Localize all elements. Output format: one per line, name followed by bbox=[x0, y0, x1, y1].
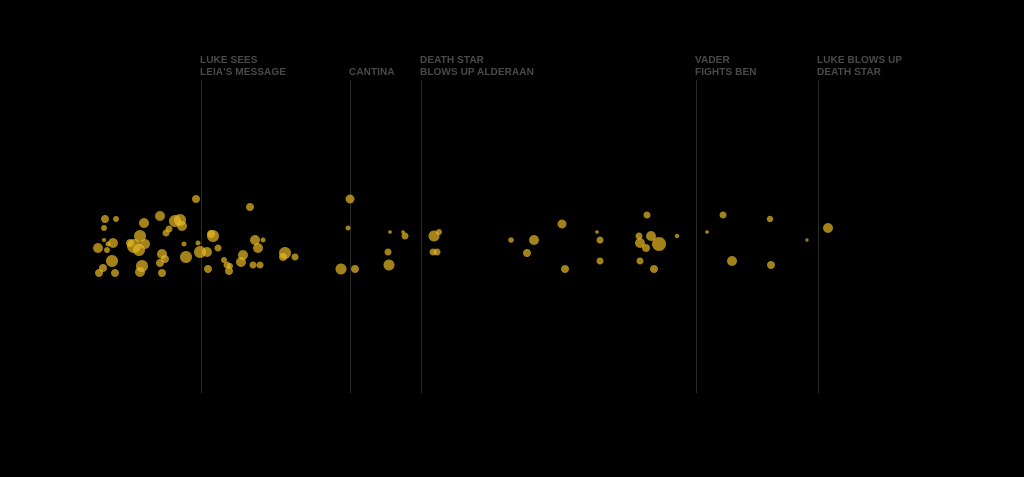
annotation-label-line: VADER bbox=[695, 55, 730, 66]
data-point-bubble[interactable] bbox=[113, 216, 119, 222]
data-point-bubble[interactable] bbox=[133, 244, 145, 256]
annotation-label-line: DEATH STAR bbox=[420, 55, 484, 66]
data-point-bubble[interactable] bbox=[727, 256, 737, 266]
data-point-bubble[interactable] bbox=[345, 225, 351, 231]
data-point-bubble[interactable] bbox=[102, 238, 106, 242]
annotation-label-line: LUKE SEES bbox=[200, 55, 258, 66]
data-point-bubble[interactable] bbox=[291, 253, 299, 261]
data-point-bubble[interactable] bbox=[202, 247, 212, 257]
data-point-bubble[interactable] bbox=[636, 257, 644, 265]
data-point-bubble[interactable] bbox=[719, 211, 727, 219]
annotation-label-line: BLOWS UP ALDERAAN bbox=[420, 67, 534, 78]
data-point-bubble[interactable] bbox=[162, 229, 170, 237]
data-point-bubble[interactable] bbox=[557, 219, 567, 229]
data-point-bubble[interactable] bbox=[111, 269, 119, 277]
data-point-bubble[interactable] bbox=[156, 259, 164, 267]
data-point-bubble[interactable] bbox=[106, 255, 118, 267]
data-point-bubble[interactable] bbox=[139, 218, 149, 228]
annotation-label: CANTINA bbox=[349, 55, 395, 79]
data-point-bubble[interactable] bbox=[529, 235, 539, 245]
data-point-bubble[interactable] bbox=[177, 221, 187, 231]
data-point-bubble[interactable] bbox=[767, 261, 775, 269]
data-point-bubble[interactable] bbox=[101, 225, 107, 231]
data-point-bubble[interactable] bbox=[596, 236, 604, 244]
annotation-label-line bbox=[349, 55, 395, 67]
data-point-bubble[interactable] bbox=[596, 257, 604, 265]
data-point-bubble[interactable] bbox=[207, 230, 215, 238]
data-point-bubble[interactable] bbox=[351, 265, 359, 273]
data-point-bubble[interactable] bbox=[180, 251, 192, 263]
data-point-bubble[interactable] bbox=[646, 231, 656, 241]
data-point-bubble[interactable] bbox=[674, 233, 680, 239]
data-point-bubble[interactable] bbox=[104, 247, 110, 253]
data-point-bubble[interactable] bbox=[823, 223, 833, 233]
data-point-bubble[interactable] bbox=[279, 253, 287, 261]
data-point-bubble[interactable] bbox=[93, 243, 103, 253]
data-point-bubble[interactable] bbox=[561, 265, 569, 273]
data-point-bubble[interactable] bbox=[766, 215, 774, 223]
data-point-bubble[interactable] bbox=[95, 269, 103, 277]
annotation-label-line: FIGHTS BEN bbox=[695, 67, 757, 78]
data-point-bubble[interactable] bbox=[383, 259, 395, 271]
annotation-label-line: LUKE BLOWS UP bbox=[817, 55, 903, 66]
annotation-label-line: LEIA'S MESSAGE bbox=[200, 67, 287, 78]
data-point-bubble[interactable] bbox=[192, 195, 200, 203]
annotation-label: LUKE SEES LEIA'S MESSAGE bbox=[200, 55, 286, 79]
data-point-bubble[interactable] bbox=[158, 269, 166, 277]
data-point-bubble[interactable] bbox=[436, 229, 442, 235]
data-point-bubble[interactable] bbox=[256, 261, 264, 269]
data-point-bubble[interactable] bbox=[249, 261, 257, 269]
annotation-label: VADER FIGHTS BEN bbox=[695, 55, 757, 79]
annotation-label-line: DEATH STAR bbox=[817, 67, 881, 78]
data-point-bubble[interactable] bbox=[108, 238, 118, 248]
data-point-bubble[interactable] bbox=[253, 243, 263, 253]
data-point-bubble[interactable] bbox=[595, 230, 599, 234]
data-point-bubble[interactable] bbox=[250, 235, 260, 245]
data-point-bubble[interactable] bbox=[643, 211, 651, 219]
data-point-bubble[interactable] bbox=[388, 230, 392, 234]
data-point-bubble[interactable] bbox=[101, 215, 109, 223]
annotation-label: LUKE BLOWS UP DEATH STAR bbox=[817, 55, 902, 79]
data-point-bubble[interactable] bbox=[135, 267, 145, 277]
data-point-bubble[interactable] bbox=[642, 244, 650, 252]
data-point-bubble[interactable] bbox=[508, 237, 514, 243]
data-point-bubble[interactable] bbox=[635, 238, 645, 248]
data-points bbox=[93, 194, 833, 277]
data-point-bubble[interactable] bbox=[227, 263, 233, 269]
data-point-bubble[interactable] bbox=[384, 248, 392, 256]
data-point-bubble[interactable] bbox=[805, 238, 809, 242]
data-point-bubble[interactable] bbox=[650, 265, 658, 273]
annotation-lines bbox=[201, 80, 819, 393]
data-point-bubble[interactable] bbox=[523, 249, 531, 257]
data-point-bubble[interactable] bbox=[635, 232, 643, 240]
data-point-bubble[interactable] bbox=[260, 237, 266, 243]
data-point-bubble[interactable] bbox=[236, 257, 246, 267]
data-point-bubble[interactable] bbox=[204, 265, 212, 273]
data-point-bubble[interactable] bbox=[225, 267, 233, 275]
data-point-bubble[interactable] bbox=[126, 239, 134, 247]
data-point-bubble[interactable] bbox=[246, 203, 254, 211]
data-point-bubble[interactable] bbox=[195, 240, 201, 246]
data-point-bubble[interactable] bbox=[155, 211, 165, 221]
data-point-bubble[interactable] bbox=[181, 241, 187, 247]
data-point-bubble[interactable] bbox=[221, 257, 227, 263]
data-point-bubble[interactable] bbox=[433, 248, 441, 256]
data-point-bubble[interactable] bbox=[214, 244, 222, 252]
annotation-label-line: CANTINA bbox=[349, 67, 395, 78]
data-point-bubble[interactable] bbox=[335, 263, 347, 275]
annotation-label: DEATH STAR BLOWS UP ALDERAAN bbox=[420, 55, 534, 79]
data-point-bubble[interactable] bbox=[401, 232, 409, 240]
data-point-bubble[interactable] bbox=[705, 230, 709, 234]
data-point-bubble[interactable] bbox=[134, 230, 146, 242]
data-point-bubble[interactable] bbox=[652, 237, 666, 251]
data-point-bubble[interactable] bbox=[345, 194, 355, 204]
